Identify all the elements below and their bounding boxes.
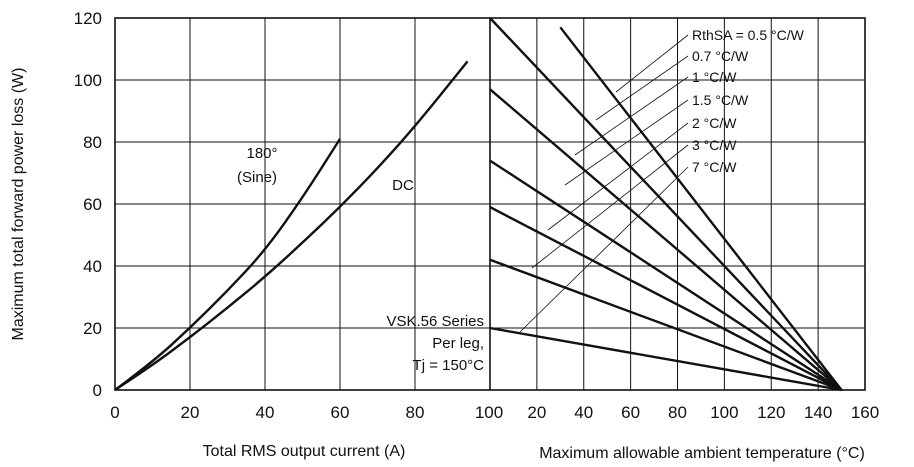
leader-lines (519, 34, 689, 333)
rthsa-line-6 (489, 326, 842, 392)
y-tick-label: 80 (83, 133, 102, 152)
rthsa-label: 2 °C/W (692, 115, 737, 131)
sine-label-line-2: (Sine) (237, 169, 277, 186)
y-tick-label: 0 (93, 381, 102, 400)
rthsa-line-2 (489, 88, 843, 391)
series-annotation-line: Per leg, (432, 335, 484, 352)
rthsa-leader-0 (615, 34, 689, 93)
left-x-tick-label: 40 (256, 403, 275, 422)
series-annotation-line: Tj = 150°C (413, 357, 485, 374)
dc-curve (114, 60, 469, 392)
rthsa-leader-4 (547, 122, 689, 231)
rthsa-leader-2 (574, 76, 689, 156)
rthsa-label: 1.5 °C/W (692, 92, 749, 108)
right-x-tick-label: 120 (757, 403, 785, 422)
right-x-tick-label: 160 (851, 403, 879, 422)
left-x-tick-label: 80 (406, 403, 425, 422)
series-annotation-line: VSK.56 Series (386, 313, 484, 330)
chart-labels: 0 20 40 60 80 100 120 0 20 40 60 80 100 20 40 60 80 100 12… (10, 9, 879, 462)
right-x-tick-label: 100 (710, 403, 738, 422)
rthsa-leader-1 (595, 55, 689, 121)
y-tick-label: 60 (83, 195, 102, 214)
rthsa-leader-6 (519, 166, 689, 333)
y-tick-label: 20 (83, 319, 102, 338)
right-x-tick-label: 140 (804, 403, 832, 422)
right-x-tick-label: 60 (621, 403, 640, 422)
rthsa-line-5 (489, 258, 842, 392)
rthsa-line-1 (489, 17, 843, 391)
y-tick-label: 100 (74, 71, 102, 90)
dc-label: DC (392, 177, 414, 194)
rthsa-leader-5 (531, 144, 689, 269)
left-x-tick-label: 0 (110, 403, 119, 422)
rthsa-label: 0.7 °C/W (692, 48, 749, 64)
rthsa-label: 1 °C/W (692, 69, 737, 85)
rthsa-label: 3 °C/W (692, 137, 737, 153)
sine-label-line-1: 180° (246, 145, 277, 162)
right-x-tick-label: 80 (668, 403, 687, 422)
left-x-tick-label: 60 (331, 403, 350, 422)
right-x-axis-label: Maximum allowable ambient temperature (°… (539, 445, 865, 462)
right-x-tick-label: 40 (574, 403, 593, 422)
rthsa-label: RthSA = 0.5 °C/W (692, 27, 805, 43)
data-curves (114, 17, 843, 392)
sine-180-curve (114, 138, 342, 391)
rthsa-line-3 (489, 159, 843, 392)
y-axis-label: Maximum total forward power loss (W) (10, 68, 27, 341)
rthsa-line-0 (559, 26, 843, 391)
y-tick-label: 120 (74, 9, 102, 28)
left-x-tick-label: 20 (181, 403, 200, 422)
left-x-axis-label: Total RMS output current (A) (203, 443, 406, 460)
y-tick-label: 40 (83, 257, 102, 276)
left-x-tick-label: 100 (475, 403, 503, 422)
rthsa-label: 7 °C/W (692, 159, 737, 175)
rthsa-line-4 (489, 206, 843, 392)
right-x-tick-label: 20 (527, 403, 546, 422)
